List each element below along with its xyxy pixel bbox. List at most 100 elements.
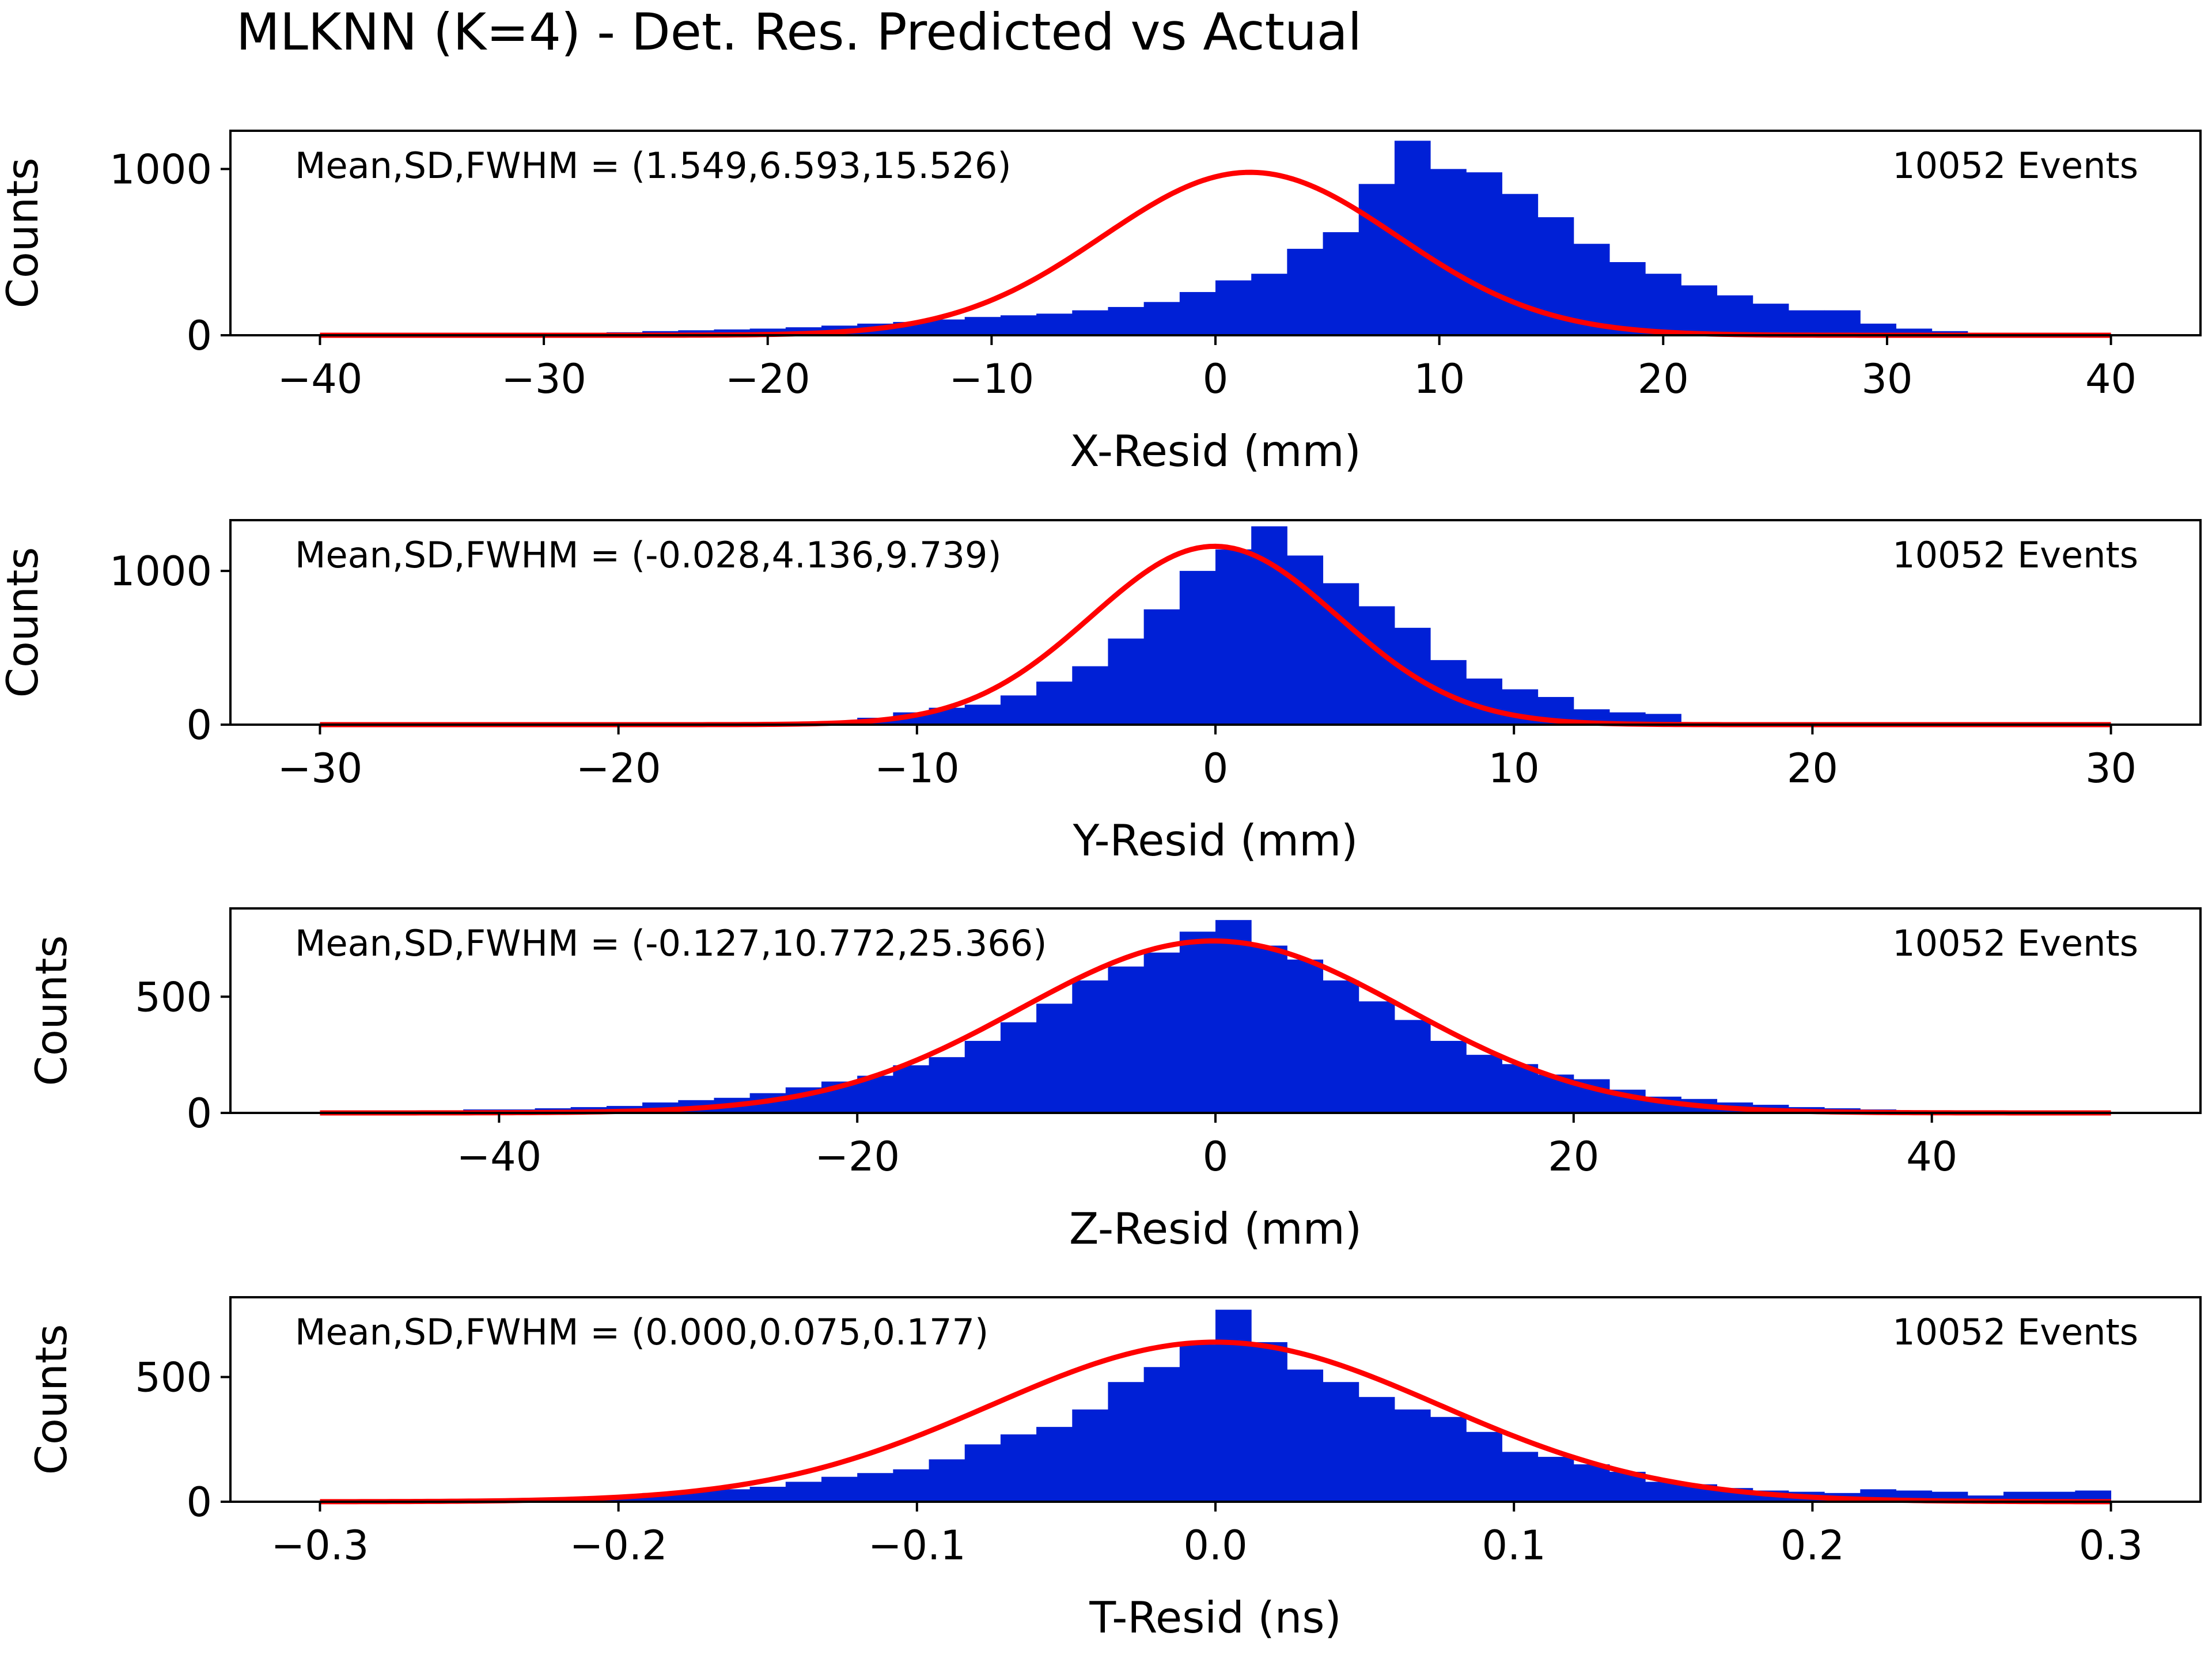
- histogram-bar: [1108, 638, 1145, 725]
- histogram-bar: [785, 1482, 822, 1502]
- histogram-bar: [1215, 280, 1252, 335]
- histogram-bar: [1466, 1431, 1502, 1502]
- y-tick-label: 0: [186, 1090, 212, 1137]
- histogram-bar: [1143, 302, 1180, 335]
- x-tick-label: 20: [1548, 1133, 1599, 1180]
- x-tick-label: −0.1: [868, 1522, 966, 1569]
- x-tick-label: −0.2: [570, 1522, 668, 1569]
- histogram-bar: [1036, 313, 1073, 335]
- histogram-bar: [1000, 1022, 1037, 1113]
- panel-2: −30 −20 −10 0 10 20 30 0 1000 Y-Resid (mm) Counts M…: [0, 519, 2202, 866]
- histogram-bar: [1108, 306, 1145, 335]
- histogram-bar: [1358, 1001, 1395, 1113]
- gaussian-fit-line: [320, 938, 2111, 1116]
- y-tick-label: 1000: [109, 146, 212, 193]
- x-tick-label: 0.1: [1482, 1522, 1546, 1569]
- x-tick-label: −0.3: [271, 1522, 369, 1569]
- stats-annotation: Mean,SD,FWHM = (0.000,0.075,0.177): [295, 1311, 988, 1353]
- histogram-bar: [1896, 328, 1933, 335]
- event-count-annotation: 10052 Events: [1892, 534, 2138, 576]
- histogram-bar: [1394, 1409, 1431, 1502]
- event-count-annotation: 10052 Events: [1892, 1311, 2138, 1353]
- histogram-bar: [1179, 1344, 1216, 1502]
- histogram-bar: [1215, 549, 1252, 725]
- histogram-bar: [929, 1459, 965, 1502]
- histogram-bar: [1860, 323, 1896, 335]
- histogram-bar: [2075, 1490, 2112, 1502]
- y-tick-label: 500: [135, 974, 212, 1021]
- histogram-bar: [1466, 1055, 1502, 1113]
- x-axis-label: X-Resid (mm): [1070, 426, 1361, 476]
- histogram-bar: [749, 1487, 786, 1502]
- histogram-bar: [1573, 1464, 1610, 1502]
- histogram-bar: [1072, 1409, 1108, 1502]
- x-tick-label: 0.2: [1781, 1522, 1844, 1569]
- histogram-bar: [1466, 172, 1502, 335]
- histogram-bar: [1430, 169, 1467, 335]
- histogram-bar: [1287, 1369, 1324, 1502]
- gaussian-fit-line: [320, 1339, 2111, 1505]
- x-tick-label: 20: [1638, 355, 1689, 403]
- x-tick-label: 40: [1906, 1133, 1957, 1180]
- x-tick-label: 0.0: [1183, 1522, 1247, 1569]
- x-tick-label: −10: [949, 355, 1034, 403]
- histogram-bar: [964, 704, 1001, 725]
- x-tick-label: 20: [1787, 745, 1838, 792]
- histogram-bar: [1072, 666, 1108, 725]
- histogram-bar: [1072, 310, 1108, 335]
- histogram-bar: [1323, 980, 1359, 1113]
- histogram-bar: [1323, 232, 1359, 335]
- x-tick-label: 30: [2085, 745, 2137, 792]
- x-tick-label: 40: [2085, 355, 2137, 403]
- histogram-bar: [893, 1065, 930, 1113]
- histogram-bar: [964, 317, 1001, 335]
- histogram-bar: [1430, 1040, 1467, 1113]
- histogram-bar: [1681, 285, 1718, 335]
- histogram-bar: [929, 319, 965, 335]
- x-tick-label: −40: [278, 355, 363, 403]
- histogram-bar: [1358, 1397, 1395, 1502]
- histogram-bar: [1717, 295, 1753, 335]
- event-count-annotation: 10052 Events: [1892, 145, 2138, 187]
- histogram-bar: [1251, 945, 1287, 1113]
- histogram-bar: [1287, 959, 1324, 1113]
- figure-title: MLKNN (K=4) - Det. Res. Predicted vs Act…: [236, 2, 1362, 62]
- x-tick-label: −20: [815, 1133, 900, 1180]
- histogram-bar: [1036, 1427, 1073, 1502]
- histogram-bar: [1251, 274, 1287, 335]
- histogram-bar: [821, 1476, 858, 1502]
- y-tick-label: 0: [186, 702, 212, 749]
- y-tick-label: 0: [186, 312, 212, 359]
- histogram-bar: [1502, 1064, 1539, 1113]
- histogram-bar: [1537, 1457, 1574, 1502]
- histogram-bar: [1788, 310, 1825, 335]
- histogram-bar: [1430, 1416, 1467, 1502]
- histogram-bar: [1215, 1309, 1252, 1502]
- histogram-bar: [1072, 980, 1108, 1113]
- stats-annotation: Mean,SD,FWHM = (-0.028,4.136,9.739): [295, 534, 1002, 576]
- x-tick-label: 10: [1414, 355, 1465, 403]
- x-tick-label: 30: [1861, 355, 1912, 403]
- y-axis-label: Counts: [26, 935, 77, 1086]
- histogram-bar: [1108, 966, 1145, 1113]
- histogram-bar: [1358, 606, 1395, 725]
- histogram-bar: [1143, 609, 1180, 725]
- x-axis-label: Z-Resid (mm): [1069, 1203, 1362, 1254]
- histogram-bar: [964, 1040, 1001, 1113]
- histogram-bar: [1000, 315, 1037, 335]
- histogram-bar: [1215, 920, 1252, 1113]
- y-tick-label: 500: [135, 1354, 212, 1402]
- stats-annotation: Mean,SD,FWHM = (1.549,6.593,15.526): [295, 145, 1012, 187]
- histogram-bar: [1000, 695, 1037, 725]
- histogram-bar: [1287, 248, 1324, 335]
- histogram-bar: [1394, 1020, 1431, 1113]
- histogram-bar: [1502, 1452, 1539, 1502]
- histogram-bar: [1000, 1434, 1037, 1502]
- x-tick-label: 0: [1203, 355, 1229, 403]
- histogram-bar: [1287, 555, 1324, 725]
- histogram-bar: [1143, 1367, 1180, 1502]
- histogram-bar: [1179, 291, 1216, 335]
- histogram-bar: [1143, 952, 1180, 1113]
- panel-4: −0.3 −0.2 −0.1 0.0 0.1 0.2 0.3 0 500 T-Resid (ns)…: [26, 1296, 2202, 1643]
